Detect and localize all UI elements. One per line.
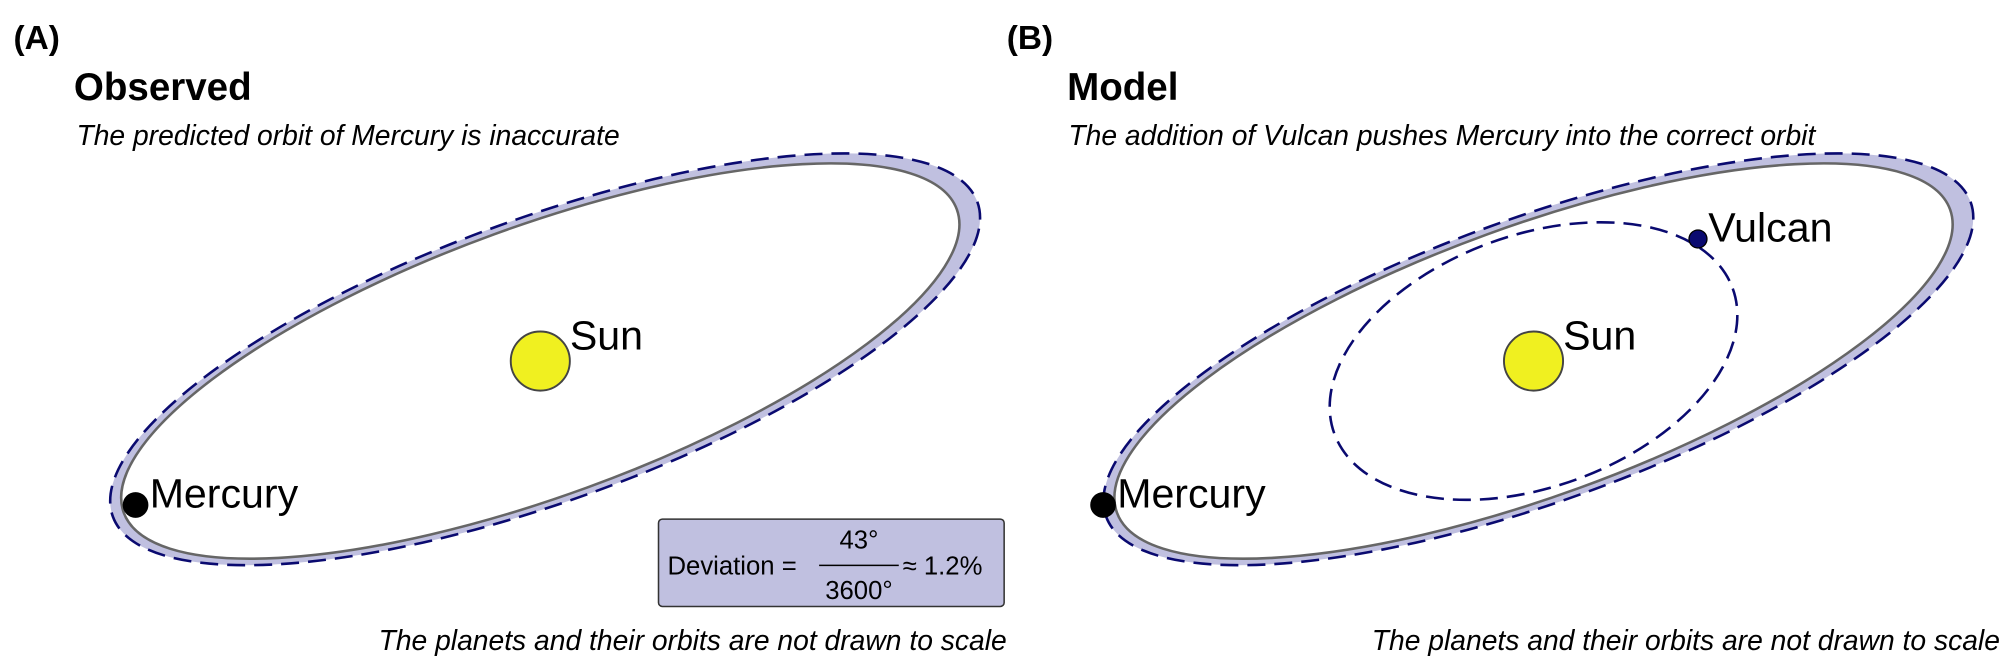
observed-orbit <box>108 152 982 567</box>
panel-subtitle: The predicted orbit of Mercury is inaccu… <box>76 119 619 151</box>
sun <box>1503 330 1565 392</box>
vulcan-label: Vulcan <box>1708 205 1832 251</box>
panel-subtitle: The addition of Vulcan pushes Mercury in… <box>1068 119 1816 151</box>
deviation-lhs: Deviation = <box>668 552 797 580</box>
mercury <box>1090 492 1116 518</box>
deviation-denominator: 3600° <box>825 577 892 605</box>
mercury-label: Mercury <box>150 471 299 517</box>
deviation-result: ≈ 1.2% <box>903 552 983 580</box>
panel-label: (B) <box>1007 20 1053 57</box>
sun-label: Sun <box>1563 312 1636 358</box>
panel-title: Model <box>1067 66 1178 109</box>
mercury <box>122 492 149 518</box>
footnote: The planets and their orbits are not dra… <box>1372 624 2000 656</box>
panel-label: (A) <box>13 20 59 57</box>
mercury-label: Mercury <box>1117 471 1266 517</box>
vulcan-orbit <box>1328 220 1739 502</box>
deviation-numerator: 43° <box>840 527 879 555</box>
panel-a: (A) Observed The predicted orbit of Merc… <box>13 20 1007 656</box>
panel-b: (B) Model The addition of Vulcan pushes … <box>1007 20 2000 656</box>
panel-title: Observed <box>74 66 252 109</box>
footnote: The planets and their orbits are not dra… <box>379 624 1007 656</box>
sun-label: Sun <box>570 312 643 358</box>
sun <box>509 330 571 392</box>
deviation-box <box>657 518 1005 608</box>
vulcan <box>1688 229 1708 249</box>
